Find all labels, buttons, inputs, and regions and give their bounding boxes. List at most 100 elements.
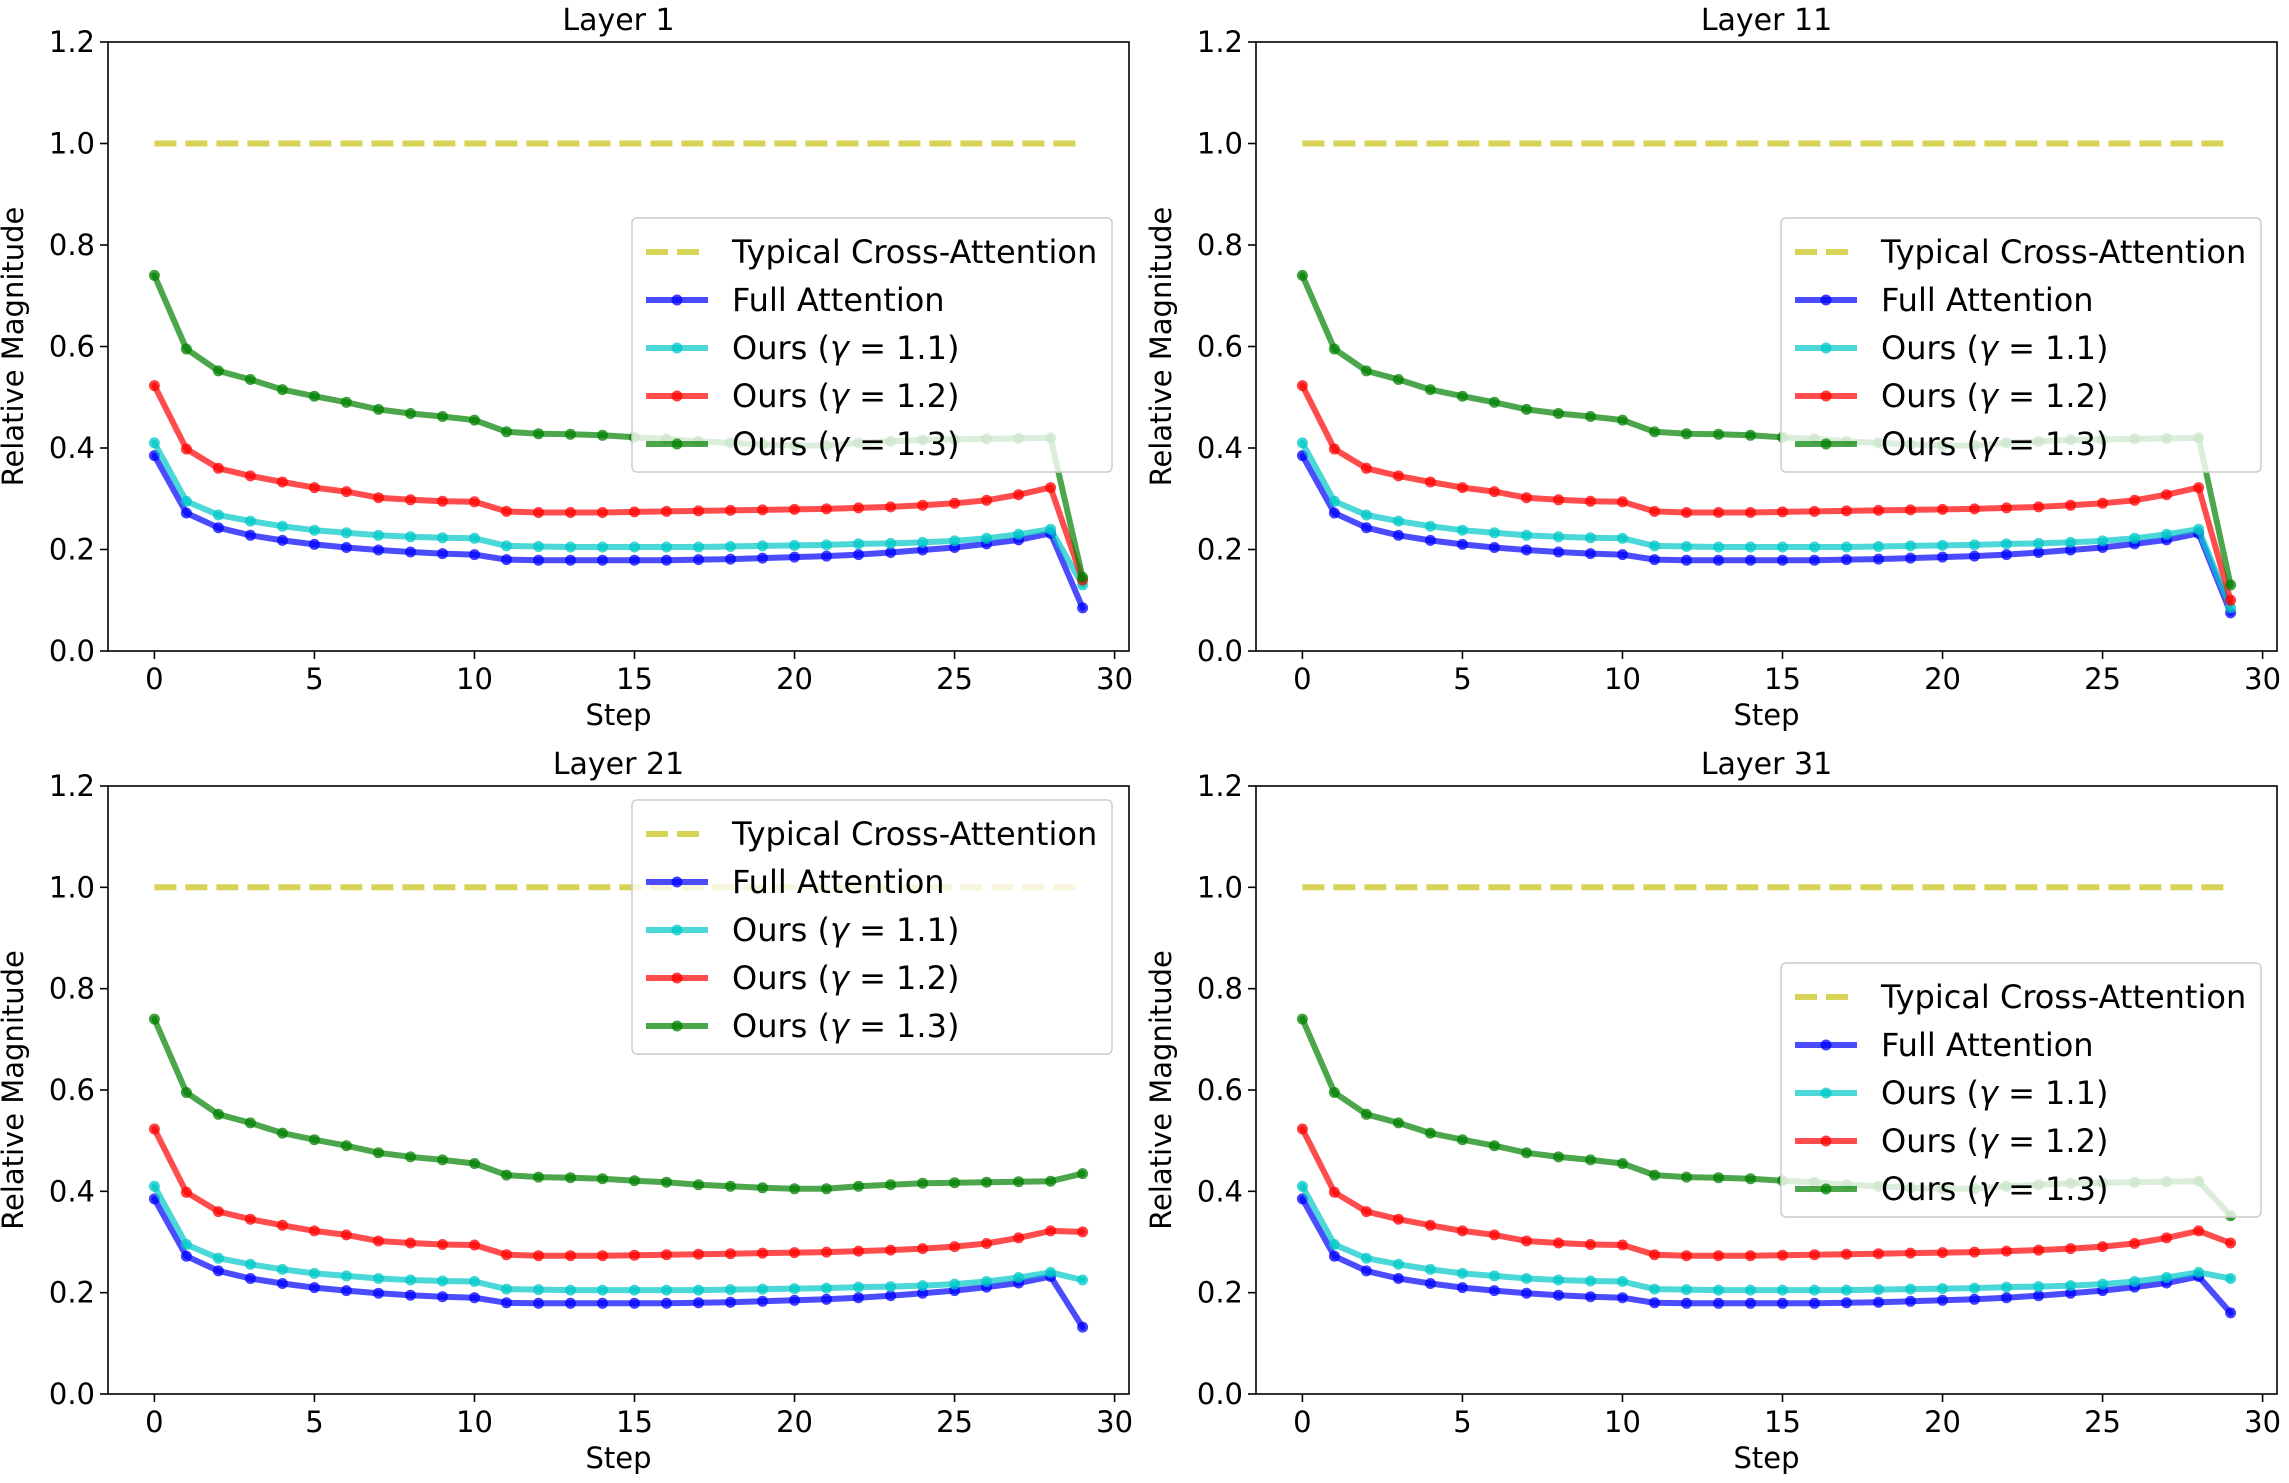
data-point [981, 532, 993, 544]
data-point [917, 1280, 929, 1292]
series-4 [148, 380, 1089, 586]
legend-label: Typical Cross-Attention [1880, 978, 2246, 1016]
data-point [148, 1123, 160, 1135]
data-point [1745, 507, 1756, 518]
data-point [2161, 1232, 2173, 1244]
data-point [725, 1248, 736, 1260]
data-point [148, 1180, 160, 1192]
x-axis-label: Step [1733, 698, 1799, 732]
series-3 [148, 437, 1089, 591]
y-tick-label: 0.8 [1197, 228, 1243, 262]
data-point [2033, 1244, 2045, 1256]
data-point [1649, 426, 1660, 438]
data-point [276, 1263, 288, 1275]
legend: Typical Cross-Attention Full Attention Our… [631, 799, 1113, 1055]
data-point [1841, 1297, 1852, 1309]
x-tick-label: 10 [456, 1405, 493, 1439]
data-point [1745, 429, 1756, 441]
data-point [533, 1171, 544, 1183]
data-point [1456, 390, 1468, 402]
data-point [917, 1177, 929, 1189]
data-point [1841, 1248, 1852, 1260]
data-point [1360, 509, 1372, 521]
data-point [821, 539, 832, 551]
data-point [148, 380, 160, 392]
data-point [1424, 1127, 1436, 1139]
data-point [1328, 1250, 1340, 1262]
y-tick-label: 0.6 [1197, 330, 1243, 364]
data-point [501, 505, 512, 517]
data-point [501, 540, 512, 552]
y-tick-label: 0.0 [1197, 1377, 1243, 1411]
data-point [1392, 1117, 1404, 1129]
data-point [373, 529, 384, 541]
data-point [565, 1172, 576, 1184]
data-point [565, 554, 576, 566]
legend-marker [1820, 1039, 1832, 1051]
data-point [1905, 504, 1916, 516]
data-point [533, 1297, 544, 1309]
data-point [1617, 1239, 1628, 1251]
legend-marker [671, 438, 683, 450]
data-point [789, 503, 800, 515]
data-point [1392, 470, 1404, 482]
legend-marker [671, 876, 683, 888]
data-point [757, 1182, 768, 1194]
data-point [533, 554, 544, 566]
data-point [1809, 1249, 1820, 1261]
data-point [244, 470, 256, 482]
data-point [1617, 1276, 1628, 1287]
data-point [340, 1140, 352, 1152]
data-point [1456, 1134, 1468, 1146]
data-point [1617, 1158, 1628, 1169]
data-point [885, 1281, 897, 1293]
data-point [1649, 1169, 1660, 1181]
data-point [1392, 529, 1404, 541]
data-point [1585, 1275, 1596, 1287]
chart-title: Layer 31 [1701, 747, 1832, 782]
data-point [533, 507, 544, 518]
data-point [597, 1284, 608, 1296]
data-point [725, 1180, 736, 1192]
x-tick-label: 20 [1924, 1405, 1961, 1439]
data-point [1553, 1151, 1564, 1163]
data-point [725, 541, 736, 552]
data-point [917, 1287, 929, 1299]
data-point [1553, 1289, 1564, 1301]
data-point [693, 1179, 704, 1191]
y-tick-label: 1.0 [49, 127, 95, 161]
data-point [693, 541, 704, 553]
legend-box [1780, 217, 2262, 473]
x-tick-label: 0 [145, 1405, 163, 1439]
data-point [2225, 1273, 2237, 1284]
data-point [405, 494, 416, 506]
x-tick-label: 5 [1453, 1405, 1471, 1439]
data-point [1713, 554, 1724, 566]
series-5 [148, 1013, 1089, 1195]
data-point [1905, 540, 1916, 552]
data-point [437, 1275, 448, 1287]
data-point [1360, 462, 1372, 474]
data-point [1392, 1258, 1404, 1270]
data-point [597, 1250, 608, 1262]
data-point [821, 1183, 832, 1195]
legend-label: Full Attention [732, 281, 945, 319]
data-point [693, 505, 704, 517]
data-point [1360, 522, 1372, 534]
data-point [1873, 1248, 1884, 1260]
legend-label: Typical Cross-Attention [731, 233, 1097, 271]
data-point [757, 1247, 768, 1259]
series-line [151, 1195, 1086, 1331]
data-point [308, 1134, 320, 1146]
y-tick-label: 1.2 [49, 25, 95, 59]
legend-label: Typical Cross-Attention [731, 815, 1097, 853]
data-point [2065, 1280, 2077, 1292]
data-point [917, 544, 929, 556]
data-point [276, 534, 288, 546]
data-point [1553, 1274, 1564, 1286]
data-point [1585, 1154, 1596, 1166]
data-point [2193, 1266, 2205, 1278]
data-point [437, 1154, 448, 1166]
data-point [1713, 428, 1724, 440]
data-point [2193, 482, 2205, 494]
